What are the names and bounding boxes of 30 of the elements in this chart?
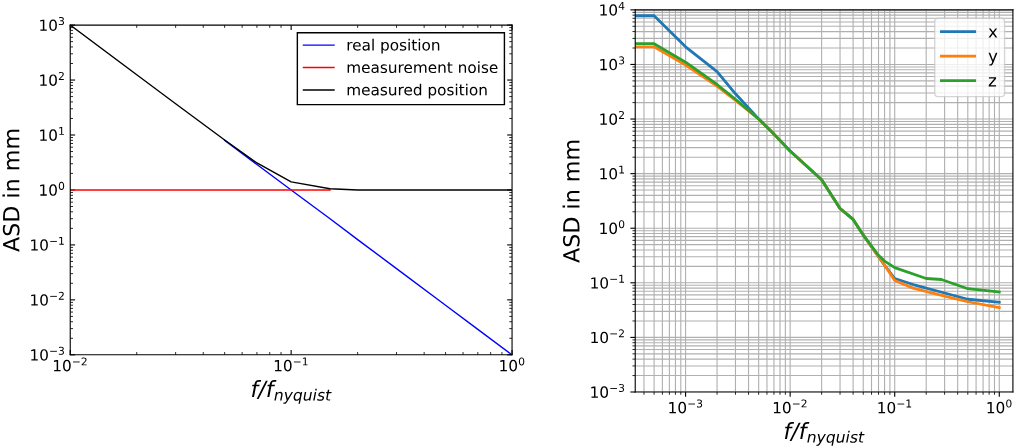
x-tick-label: 10$^{−1}$	[274, 357, 308, 372]
legend-label: y	[988, 52, 998, 66]
y-tick-label: 10$^{0}$	[40, 181, 65, 196]
x-tick-label: 10$^{−3}$	[669, 399, 703, 414]
y-tick-label: 10$^{−1}$	[591, 274, 624, 289]
y-tick-label: 10$^{3}$	[600, 56, 625, 71]
y-tick-label: 10$^{1}$	[600, 165, 625, 180]
legend-label: real position	[347, 38, 440, 54]
x-tick-label: 10$^{0}$	[987, 399, 1012, 414]
y-axis-title: ASD in mm	[562, 140, 580, 263]
y-tick-label: 10$^{−3}$	[591, 383, 625, 398]
x-axis-title: f/f$_{nyquist}$	[251, 380, 332, 404]
legend-label: x	[988, 28, 998, 38]
x-axis-title: f/f$_{nyquist}$	[784, 422, 865, 446]
y-tick-label: 10$^{1}$	[40, 127, 64, 141]
y-tick-label: 10$^{−2}$	[31, 291, 64, 306]
legend-label: measurement noise	[347, 61, 498, 74]
y-tick-label: 10$^{0}$	[600, 220, 625, 235]
y-tick-label: 10$^{3}$	[40, 16, 65, 31]
y-tick-label: 10$^{−1}$	[31, 236, 64, 251]
y-tick-label: 10$^{2}$	[40, 71, 64, 86]
x-tick-label: 10$^{−2}$	[773, 399, 807, 414]
y-tick-label: 10$^{2}$	[600, 110, 624, 125]
legend-label: measured position	[347, 83, 487, 99]
y-axis-title: ASD in mm	[2, 129, 20, 252]
y-tick-label: 10$^{4}$	[600, 1, 625, 16]
x-tick-label: 10$^{−1}$	[878, 399, 912, 414]
legend-label: z	[988, 77, 997, 87]
x-tick-label: 10$^{0}$	[500, 357, 525, 372]
y-tick-label: 10$^{−2}$	[591, 329, 624, 344]
